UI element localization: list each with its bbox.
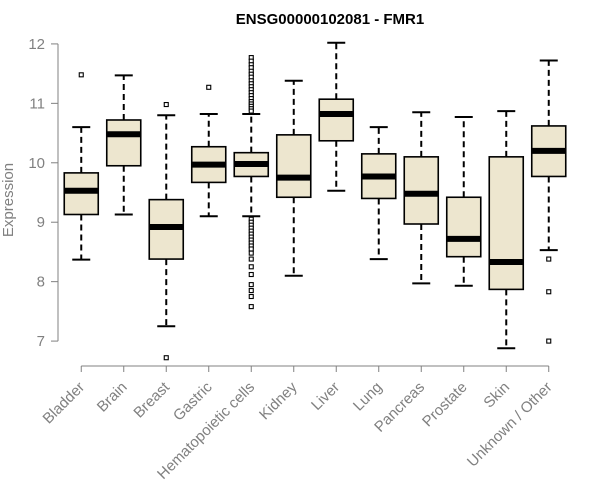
y-axis: 7 8 9 10 11 12 (28, 36, 59, 350)
outlier-point (248, 271, 254, 278)
box-kidney (275, 79, 312, 277)
y-tick-label: 10 (28, 155, 45, 172)
box-skin (488, 110, 525, 350)
x-tick-label: Lung (350, 379, 386, 415)
outlier-point (546, 338, 552, 344)
x-tick-label: Kidney (256, 378, 301, 423)
outlier-point (248, 250, 254, 256)
outlier-point (248, 288, 254, 294)
outlier-point (248, 264, 254, 270)
outlier-point (248, 246, 254, 252)
box-liver (318, 41, 355, 192)
box-prostate (445, 116, 482, 287)
plot-area (63, 41, 567, 361)
iqr-box (488, 156, 525, 291)
y-tick-label: 8 (37, 274, 45, 291)
box-bladder (63, 72, 100, 261)
iqr-box (403, 156, 440, 225)
iqr-box (105, 119, 142, 167)
outlier-point (206, 84, 212, 90)
outlier-point (163, 101, 169, 108)
iqr-box (445, 196, 482, 258)
outlier-point (248, 293, 254, 300)
box-gastric (190, 84, 227, 218)
box-unknown-other (530, 59, 567, 344)
box-pancreas (403, 111, 440, 285)
outlier-point (163, 355, 169, 361)
iqr-box (318, 98, 355, 142)
iqr-box (275, 134, 312, 199)
box-breast (148, 101, 185, 361)
outlier-point (546, 289, 552, 295)
box-brain (105, 74, 142, 216)
outlier-point (248, 256, 254, 262)
y-tick-label: 9 (37, 214, 45, 231)
y-tick-label: 7 (37, 333, 45, 350)
outlier-point (546, 256, 552, 262)
outlier-point (248, 282, 254, 288)
x-tick-label: Brain (94, 379, 131, 416)
x-tick-label: Prostate (419, 379, 471, 431)
x-tick-label: Bladder (39, 379, 88, 428)
box-hematopoietic-cells (233, 55, 270, 310)
x-tick-label: Skin (480, 379, 513, 412)
chart-title: ENSG00000102081 - FMR1 (236, 11, 424, 28)
y-tick-label: 11 (29, 95, 45, 112)
outlier-point (78, 72, 84, 78)
x-tick-label: Breast (130, 378, 173, 421)
outlier-point (248, 108, 254, 114)
box-lung (360, 126, 397, 261)
y-axis-label: Expression (0, 163, 17, 237)
x-tick-label: Liver (308, 379, 343, 414)
y-tick-label: 12 (28, 36, 45, 53)
outlier-point (248, 304, 254, 310)
